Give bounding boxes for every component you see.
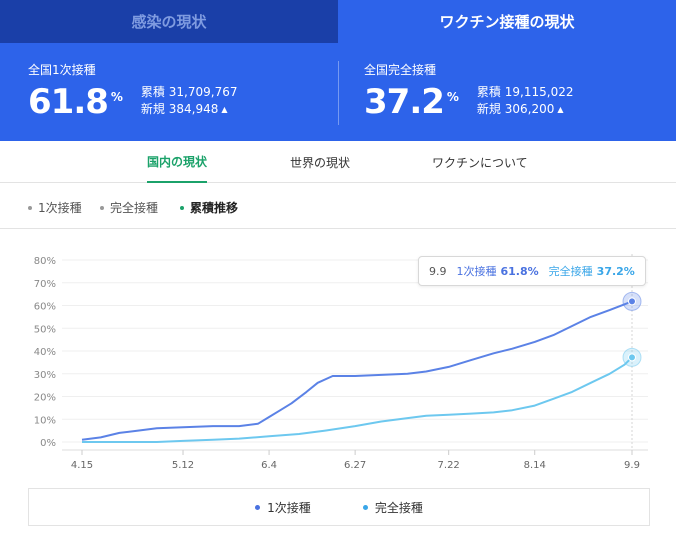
filter-full-dose[interactable]: 完全接種 xyxy=(100,199,158,216)
up-triangle-icon: ▲ xyxy=(557,105,564,114)
tooltip-full-label: 完全接種 xyxy=(548,265,593,278)
highlight-point xyxy=(628,353,636,362)
y-tick-label: 0% xyxy=(40,438,56,449)
legend-label: 完全接種 xyxy=(374,500,423,515)
cumulative-value: 31,709,767 xyxy=(168,85,238,99)
filter-label: 完全接種 xyxy=(110,201,159,215)
cumulative-label: 累積 xyxy=(476,85,501,99)
legend-dot-icon xyxy=(255,504,261,510)
stat-percent: 37.2 xyxy=(364,82,445,122)
x-tick-label: 6.27 xyxy=(344,460,366,471)
y-tick-label: 30% xyxy=(34,370,56,381)
y-tick-label: 80% xyxy=(34,256,56,267)
x-tick-label: 9.9 xyxy=(624,460,640,471)
y-tick-label: 20% xyxy=(34,393,56,404)
stats-panel: 全国1次接種 61.8 % 累積 31,709,767 新規 384,948 ▲ … xyxy=(0,43,676,141)
y-tick-label: 10% xyxy=(34,415,56,426)
stat-unit: % xyxy=(110,90,123,104)
cumulative-label: 累積 xyxy=(140,85,165,99)
stat-label: 全国1次接種 xyxy=(28,63,96,77)
legend-first-dose[interactable]: 1次接種 xyxy=(255,499,311,516)
chart-legend: 1次接種 完全接種 xyxy=(28,488,650,526)
legend-full-dose[interactable]: 完全接種 xyxy=(362,499,423,516)
stat-percent: 61.8 xyxy=(28,82,109,122)
x-tick-label: 6.4 xyxy=(261,460,277,471)
filter-cumulative[interactable]: 累積推移 xyxy=(180,199,238,216)
x-tick-label: 8.14 xyxy=(524,460,546,471)
x-tick-label: 4.15 xyxy=(71,460,93,471)
chart-tooltip: 9.9 1次接種 61.8% 完全接種 37.2% xyxy=(418,256,646,286)
bullet-icon xyxy=(180,205,184,210)
filter-first-dose[interactable]: 1次接種 xyxy=(28,199,82,216)
filter-bar: 1次接種 完全接種 累積推移 xyxy=(0,183,676,229)
tab-vaccination-status[interactable]: ワクチン接種の現状 xyxy=(338,0,676,43)
new-value: 384,948 xyxy=(168,102,219,116)
tooltip-full-value: 37.2% xyxy=(596,264,635,278)
new-value: 306,200 xyxy=(504,102,555,116)
bullet-icon xyxy=(28,205,32,210)
stat-first-dose: 全国1次接種 61.8 % 累積 31,709,767 新規 384,948 ▲ xyxy=(0,43,340,141)
new-label: 新規 xyxy=(476,102,501,116)
y-tick-label: 60% xyxy=(34,302,56,313)
stat-full-dose: 全国完全接種 37.2 % 累積 19,115,022 新規 306,200 ▲ xyxy=(340,43,676,141)
tab-world[interactable]: 世界の現状 xyxy=(290,155,351,170)
series-line xyxy=(82,356,633,443)
legend-label: 1次接種 xyxy=(267,500,311,515)
tooltip-first-value: 61.8% xyxy=(500,264,539,278)
tab-about-vaccine[interactable]: ワクチンについて xyxy=(432,155,528,170)
stat-divider xyxy=(338,61,339,125)
stat-unit: % xyxy=(446,90,459,104)
y-tick-label: 70% xyxy=(34,279,56,290)
new-label: 新規 xyxy=(140,102,165,116)
x-tick-label: 7.22 xyxy=(438,460,460,471)
tooltip-date: 9.9 xyxy=(429,264,447,278)
series-line xyxy=(81,300,633,441)
bullet-icon xyxy=(100,205,104,210)
y-tick-label: 50% xyxy=(34,324,56,335)
y-tick-label: 40% xyxy=(34,347,56,358)
up-triangle-icon: ▲ xyxy=(221,105,228,114)
x-tick-label: 5.12 xyxy=(172,460,194,471)
tooltip-first-label: 1次接種 xyxy=(456,265,497,278)
highlight-point xyxy=(628,297,636,306)
stat-label: 全国完全接種 xyxy=(364,63,437,77)
cumulative-value: 19,115,022 xyxy=(504,85,574,99)
tab-infection-status[interactable]: 感染の現状 xyxy=(0,0,338,43)
legend-dot-icon xyxy=(362,504,368,510)
filter-label: 1次接種 xyxy=(38,201,82,215)
tab-domestic[interactable]: 国内の現状 xyxy=(147,141,208,183)
top-tab-bar: 感染の現状 ワクチン接種の現状 xyxy=(0,0,676,43)
sub-tab-bar: 国内の現状 世界の現状 ワクチンについて xyxy=(0,141,676,183)
filter-label: 累積推移 xyxy=(190,201,239,215)
